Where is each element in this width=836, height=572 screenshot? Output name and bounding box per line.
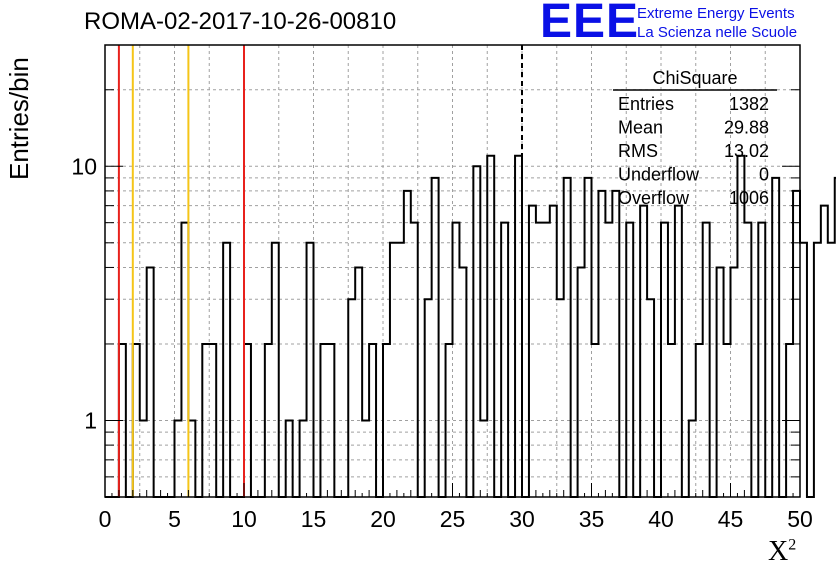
x-tick-label: 5 bbox=[168, 506, 181, 532]
x-tick-label: 40 bbox=[648, 506, 674, 532]
stats-value: 13.02 bbox=[724, 141, 769, 161]
x-tick-label: 20 bbox=[370, 506, 396, 532]
x-tick-label: 30 bbox=[509, 506, 535, 532]
x-tick-label: 45 bbox=[718, 506, 744, 532]
histogram-line bbox=[105, 154, 836, 498]
x-tick-label: 10 bbox=[231, 506, 257, 532]
stats-label: Mean bbox=[618, 118, 663, 138]
x-axis-label-base: X bbox=[768, 536, 789, 567]
x-tick-label: 15 bbox=[301, 506, 327, 532]
stats-label: Entries bbox=[618, 94, 674, 114]
y-tick-label: 10 bbox=[71, 153, 97, 179]
stats-value: 0 bbox=[759, 165, 769, 185]
x-axis-label: X2 bbox=[768, 536, 796, 568]
stats-value: 29.88 bbox=[724, 118, 769, 138]
eee-logo: EEE bbox=[540, 0, 640, 48]
stats-value: 1382 bbox=[729, 94, 769, 114]
x-tick-label: 0 bbox=[99, 506, 112, 532]
logo-caption: Extreme Energy Events La Scienza nelle S… bbox=[637, 4, 797, 42]
logo-line-1: Extreme Energy Events bbox=[637, 5, 795, 22]
stats-label: RMS bbox=[618, 141, 658, 161]
y-axis-label: Entries/bin bbox=[4, 57, 34, 180]
stats-label: Overflow bbox=[618, 188, 690, 208]
logo-line-2: La Scienza nelle Scuole bbox=[637, 24, 798, 41]
y-tick-label: 1 bbox=[84, 407, 97, 433]
stats-value: 1006 bbox=[729, 188, 769, 208]
x-tick-label: 35 bbox=[579, 506, 605, 532]
x-tick-label: 25 bbox=[440, 506, 466, 532]
x-tick-label: 50 bbox=[787, 506, 813, 532]
run-title: ROMA-02-2017-10-26-00810 bbox=[84, 8, 397, 35]
x-axis-label-sup: 2 bbox=[788, 536, 797, 554]
stats-label: Underflow bbox=[618, 165, 700, 185]
stats-title: ChiSquare bbox=[652, 68, 737, 88]
